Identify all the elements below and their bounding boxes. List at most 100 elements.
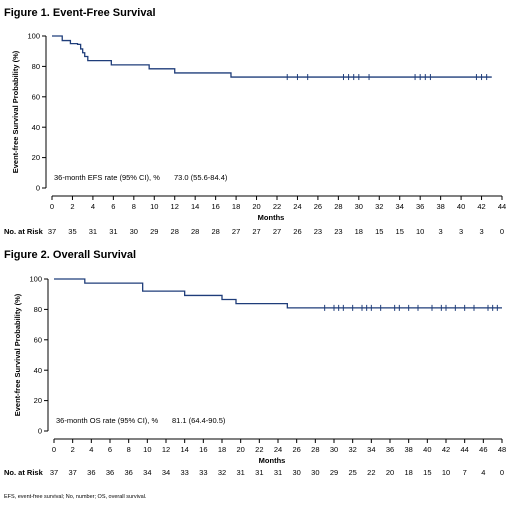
figure-2-x-tick-label: 2 xyxy=(71,445,75,454)
figure-1-x-tick-label: 8 xyxy=(132,202,136,211)
figure-2-at-risk-value: 29 xyxy=(330,468,338,477)
figure-1-x-tick-label: 20 xyxy=(252,202,260,211)
figure-2-at-risk-value: 37 xyxy=(50,468,58,477)
figure-2-y-tick-label: 100 xyxy=(29,275,42,284)
figure-1-at-risk-value: 27 xyxy=(252,227,260,236)
figure-2-at-risk-value: 31 xyxy=(255,468,263,477)
figure-2-at-risk-value: 36 xyxy=(106,468,114,477)
figure-2-at-risk-value: 33 xyxy=(199,468,207,477)
figure-1-at-risk-value: 37 xyxy=(48,227,56,236)
figure-2-at-risk-value: 4 xyxy=(481,468,485,477)
figure-2-at-risk-value: 18 xyxy=(404,468,412,477)
figure-1-survival-curve xyxy=(52,35,492,78)
figure-1-x-tick-label: 18 xyxy=(232,202,240,211)
figure-2-x-tick-label: 34 xyxy=(367,445,375,454)
figure-2-x-tick-label: 28 xyxy=(311,445,319,454)
figure-2-x-axis-title: Months xyxy=(259,456,286,465)
figure-1-x-tick-label: 30 xyxy=(355,202,363,211)
figure-1-x-tick-label: 6 xyxy=(111,202,115,211)
figure-1-at-risk-value: 28 xyxy=(191,227,199,236)
figure-1-at-risk-value: 28 xyxy=(211,227,219,236)
figure-2-at-risk-value: 34 xyxy=(143,468,151,477)
figure-1-risk-label: No. at Risk xyxy=(4,227,44,236)
figure-1-x-tick-label: 44 xyxy=(498,202,506,211)
figure-2-x-tick-label: 26 xyxy=(292,445,300,454)
figure-2-at-risk-value: 0 xyxy=(500,468,504,477)
figure-1-y-tick-label: 20 xyxy=(32,153,40,162)
figure-1-at-risk-value: 26 xyxy=(293,227,301,236)
figure-1-title: Figure 1. Event-Free Survival xyxy=(4,7,156,19)
figure-1-y-axis-title: Event-free Survival Probability (%) xyxy=(11,50,20,173)
figure-2-x-tick-label: 16 xyxy=(199,445,207,454)
figure-2-at-risk-value: 34 xyxy=(162,468,170,477)
figure-2-x-tick-label: 10 xyxy=(143,445,151,454)
figure-2-at-risk-value: 31 xyxy=(236,468,244,477)
figure-2-at-risk-value: 37 xyxy=(68,468,76,477)
figure-1-x-tick-label: 26 xyxy=(314,202,322,211)
figure-2-x-tick-label: 18 xyxy=(218,445,226,454)
figure-2-x-tick-label: 32 xyxy=(348,445,356,454)
figure-1-at-risk-value: 27 xyxy=(273,227,281,236)
figure-1-efs: Figure 1. Event-Free Survival Event-free… xyxy=(4,7,506,236)
figure-2-at-risk-value: 30 xyxy=(292,468,300,477)
figure-2-x-tick-label: 4 xyxy=(89,445,93,454)
figure-2-y-tick-label: 40 xyxy=(34,366,42,375)
figure-2-at-risk-value: 31 xyxy=(274,468,282,477)
figure-2-at-risk-value: 7 xyxy=(463,468,467,477)
figure-2-at-risk-value: 33 xyxy=(180,468,188,477)
footnote: EFS, event-free survival; No, number; OS… xyxy=(4,494,147,500)
figure-1-x-tick-label: 32 xyxy=(375,202,383,211)
figure-1-at-risk-value: 30 xyxy=(130,227,138,236)
figure-1-at-risk-value: 15 xyxy=(375,227,383,236)
figure-1-y-tick-label: 0 xyxy=(36,184,40,193)
figure-2-x-tick-label: 40 xyxy=(423,445,431,454)
figure-2-x-tick-label: 22 xyxy=(255,445,263,454)
figure-1-at-risk-value: 3 xyxy=(459,227,463,236)
figure-1-x-tick-label: 40 xyxy=(457,202,465,211)
figure-2-x-tick-label: 48 xyxy=(498,445,506,454)
figure-1-x-tick-label: 28 xyxy=(334,202,342,211)
figure-1-x-tick-label: 42 xyxy=(477,202,485,211)
figure-1-at-risk-value: 0 xyxy=(500,227,504,236)
figure-2-y-tick-label: 20 xyxy=(34,396,42,405)
figure-2-y-tick-label: 0 xyxy=(38,427,42,436)
figure-2-y-tick-label: 80 xyxy=(34,305,42,314)
figure-2-x-tick-label: 6 xyxy=(108,445,112,454)
figure-1-x-tick-label: 12 xyxy=(171,202,179,211)
figure-1-at-risk-value: 3 xyxy=(479,227,483,236)
figure-1-y-tick-label: 40 xyxy=(32,123,40,132)
figure-2-x-tick-label: 0 xyxy=(52,445,56,454)
figure-2-x-tick-label: 30 xyxy=(330,445,338,454)
figure-2-x-tick-label: 14 xyxy=(180,445,188,454)
figure-1-x-tick-label: 22 xyxy=(273,202,281,211)
figure-2-at-risk-value: 20 xyxy=(386,468,394,477)
figure-1-rate-value: 73.0 (55.6-84.4) xyxy=(174,173,228,182)
figure-1-at-risk-value: 31 xyxy=(109,227,117,236)
figure-2-x-tick-label: 24 xyxy=(274,445,282,454)
figure-1-x-tick-label: 24 xyxy=(293,202,301,211)
figure-1-y-tick-label: 60 xyxy=(32,92,40,101)
figure-1-at-risk-value: 10 xyxy=(416,227,424,236)
figure-1-at-risk-value: 31 xyxy=(89,227,97,236)
figure-2-survival-curve xyxy=(54,278,502,309)
figure-1-at-risk-value: 18 xyxy=(355,227,363,236)
figure-1-x-tick-label: 10 xyxy=(150,202,158,211)
figure-2-at-risk-value: 30 xyxy=(311,468,319,477)
figure-2-rate-label: 36-month OS rate (95% CI), % xyxy=(56,416,158,425)
figure-1-x-tick-label: 36 xyxy=(416,202,424,211)
figure-1-at-risk-value: 15 xyxy=(396,227,404,236)
figure-1-x-tick-label: 0 xyxy=(50,202,54,211)
figure-1-x-tick-label: 16 xyxy=(211,202,219,211)
figure-1-x-tick-label: 14 xyxy=(191,202,199,211)
figure-2-at-risk-value: 22 xyxy=(367,468,375,477)
figure-2-x-tick-label: 8 xyxy=(127,445,131,454)
figure-2-at-risk-value: 36 xyxy=(87,468,95,477)
figure-2-at-risk-value: 25 xyxy=(348,468,356,477)
figure-2-title: Figure 2. Overall Survival xyxy=(4,249,136,261)
figure-1-at-risk-value: 27 xyxy=(232,227,240,236)
figure-2-x-tick-label: 38 xyxy=(404,445,412,454)
figure-2-at-risk-value: 32 xyxy=(218,468,226,477)
figure-2-x-tick-label: 44 xyxy=(460,445,468,454)
figure-2-at-risk-value: 10 xyxy=(442,468,450,477)
